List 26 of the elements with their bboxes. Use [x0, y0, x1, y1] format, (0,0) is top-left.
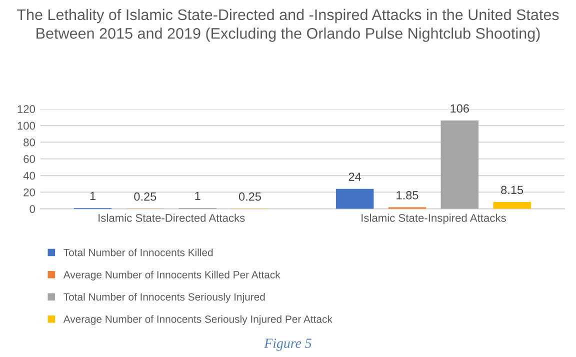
- x-tick-label: Islamic State-Inspired Attacks: [362, 214, 506, 224]
- y-tick-label: 80: [24, 138, 36, 146]
- caption: Figure 5: [264, 338, 312, 351]
- data-label: 0.25: [134, 192, 156, 201]
- y-tick-label: 60: [24, 155, 36, 163]
- data-label: 0.25: [238, 192, 261, 201]
- y-tick-label: 0: [30, 205, 36, 213]
- data-label: 1.85: [396, 191, 418, 200]
- data-label: 24: [348, 172, 362, 181]
- legend-label: Total Number of Innocents Seriously Injured: [64, 292, 265, 303]
- y-tick-label: 20: [24, 188, 36, 196]
- bar: [440, 120, 479, 209]
- legend-label: Average Number of Innocents Seriously Injured Per Attack: [63, 315, 332, 325]
- data-label: 1: [90, 192, 96, 200]
- y-tick-label: 100: [18, 122, 36, 130]
- bar: [493, 202, 531, 209]
- x-tick-label: Islamic State-Directed Attacks: [98, 214, 245, 222]
- bar: [336, 188, 374, 209]
- data-label: 1: [195, 192, 200, 200]
- data-label: 8.15: [501, 186, 524, 194]
- data-label: 106: [450, 104, 469, 113]
- legend-label: Average Number of Innocents Killed Per Attack: [63, 270, 280, 280]
- legend-label: Total Number of Innocents Killed: [64, 248, 213, 256]
- y-tick-label: 40: [23, 172, 36, 180]
- chart-title: The Lethality of Islamic State-Directed and -Inspired Attacks in the United States Between 2015 and 2019 (Excluding the Orlando Pulse Nightclub Shooting): [17, 8, 559, 42]
- y-tick-label: 120: [18, 105, 36, 114]
